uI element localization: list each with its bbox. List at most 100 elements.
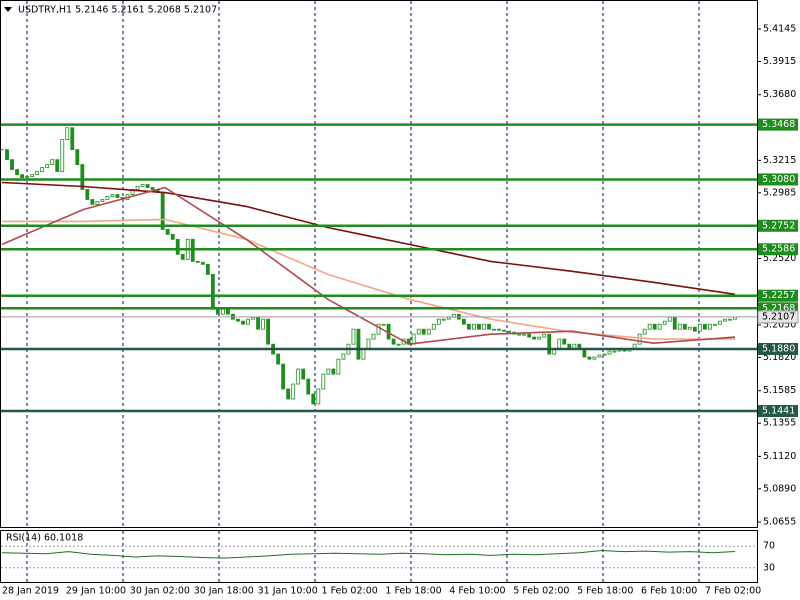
candle	[537, 336, 542, 340]
level-label: 5.2752	[762, 220, 795, 231]
y-tick-label: 5.1585	[763, 385, 796, 396]
candle	[316, 388, 321, 405]
candle	[482, 323, 486, 330]
candle	[15, 169, 19, 176]
candle	[210, 273, 215, 310]
level-label: 5.3080	[762, 174, 795, 185]
candle	[441, 318, 446, 321]
candle	[150, 187, 155, 190]
candle	[381, 323, 386, 326]
candle	[587, 356, 592, 360]
candle	[326, 368, 331, 375]
candle	[246, 318, 250, 325]
rsi-tick-label: 30	[763, 562, 775, 573]
candle	[652, 323, 657, 330]
candle	[180, 253, 185, 260]
candle	[366, 338, 371, 350]
candle	[105, 196, 110, 200]
candle	[220, 308, 225, 315]
candle	[25, 176, 30, 179]
candle	[75, 149, 80, 166]
candle	[170, 233, 175, 240]
candle	[507, 330, 511, 333]
candle	[637, 333, 642, 345]
x-tick-label: 31 Jan 10:00	[258, 586, 318, 597]
candle	[723, 318, 727, 322]
moving-average	[1, 181, 736, 296]
candle	[251, 316, 255, 320]
candle	[60, 139, 65, 172]
candle	[472, 323, 476, 330]
candle	[713, 323, 717, 326]
price-frame	[0, 0, 758, 528]
candle	[70, 127, 75, 151]
y-tick-label: 5.2520	[763, 253, 796, 264]
candle	[65, 127, 70, 140]
candle	[728, 318, 732, 321]
level-label: 5.3468	[762, 119, 795, 130]
candle	[411, 333, 416, 345]
candle	[336, 358, 341, 375]
candle	[356, 328, 361, 360]
candle	[140, 184, 145, 187]
level-label-box	[758, 405, 798, 418]
candle	[301, 368, 306, 380]
level-label: 5.2168	[762, 303, 795, 314]
candle	[351, 328, 356, 345]
y-tick-label: 5.3915	[763, 56, 796, 67]
candle	[20, 174, 24, 179]
candle	[426, 328, 431, 335]
candle	[542, 333, 547, 338]
candle	[205, 263, 210, 275]
y-tick-label: 5.1820	[763, 352, 796, 363]
candle	[707, 323, 712, 330]
candle	[672, 316, 677, 330]
y-tick-label: 5.0655	[763, 517, 796, 528]
y-tick-label: 5.3215	[763, 155, 796, 166]
moving-average	[2, 218, 735, 340]
x-tick-label: 30 Jan 18:00	[194, 586, 254, 597]
candle	[45, 164, 50, 168]
candle	[702, 323, 707, 330]
rsi-tick-label: 70	[763, 541, 775, 552]
candle	[331, 368, 336, 375]
y-tick-label: 5.0890	[763, 483, 796, 494]
candle	[195, 260, 200, 263]
candle	[597, 354, 602, 358]
candle	[80, 164, 85, 190]
moving-average	[1, 186, 736, 346]
x-tick-label: 1 Feb 02:00	[322, 586, 378, 597]
x-tick-label: 5 Feb 18:00	[577, 586, 633, 597]
level-label: 5.2586	[762, 244, 795, 255]
candle	[35, 171, 40, 176]
candle	[547, 333, 552, 355]
candle	[502, 329, 506, 332]
candle	[371, 333, 376, 340]
menu-arrow[interactable]	[4, 7, 12, 12]
candle	[40, 167, 45, 172]
candle	[286, 388, 291, 400]
candle	[55, 159, 60, 172]
x-tick-label: 29 Jan 10:00	[66, 586, 126, 597]
candle	[687, 326, 692, 330]
level-label: 5.1441	[762, 406, 795, 417]
candle	[497, 328, 501, 331]
candle	[431, 323, 436, 330]
candle	[311, 393, 316, 405]
candle	[85, 189, 90, 200]
candle	[582, 348, 587, 358]
candle	[647, 323, 652, 330]
candle	[446, 316, 451, 320]
candle	[487, 323, 491, 330]
y-tick-label: 5.3680	[763, 89, 796, 100]
rsi-line	[1, 549, 736, 559]
candle	[281, 363, 286, 390]
chart-title: USDTRY,H1 5.2146 5.2161 5.2068 5.2107	[18, 5, 217, 16]
candle	[5, 149, 9, 161]
candle	[145, 184, 150, 188]
candle	[421, 328, 426, 335]
candle	[532, 336, 537, 340]
candle	[90, 199, 95, 205]
